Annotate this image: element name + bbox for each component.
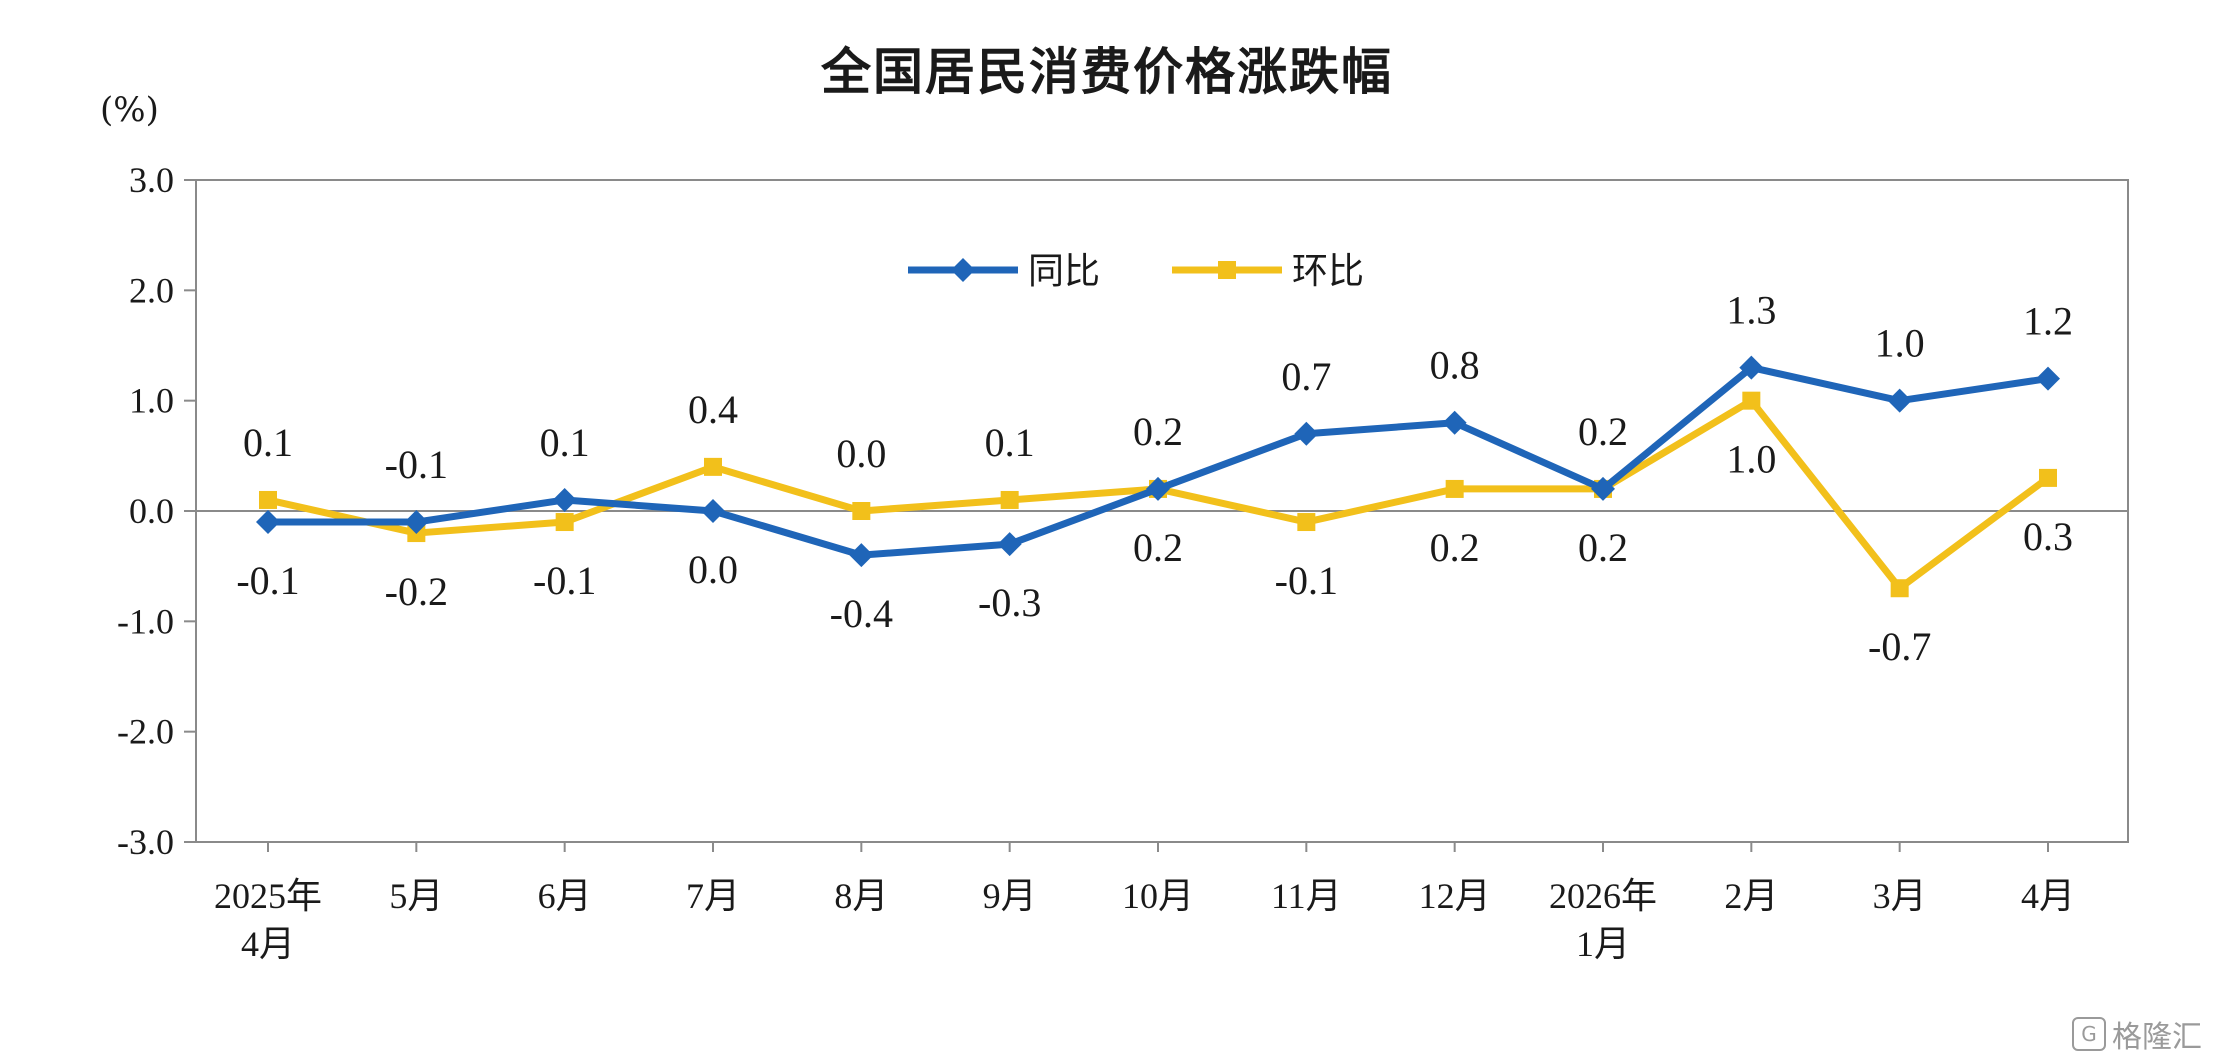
yoy-point bbox=[1294, 421, 1319, 446]
mom-point bbox=[2039, 468, 2057, 487]
y-tick-label: -3.0 bbox=[117, 822, 174, 862]
series-layer bbox=[256, 355, 2060, 598]
x-tick-label: 2025年 bbox=[214, 876, 322, 916]
y-tick-label: 1.0 bbox=[129, 381, 174, 421]
x-tick-label: 4月 bbox=[2021, 876, 2075, 916]
yoy-data-label: 0.8 bbox=[1430, 343, 1480, 388]
mom-data-label: 0.1 bbox=[985, 420, 1035, 465]
mom-data-label: -0.1 bbox=[533, 558, 596, 603]
mom-data-label: -0.2 bbox=[385, 569, 448, 614]
x-tick-label: 6月 bbox=[538, 876, 592, 916]
mom-point bbox=[1445, 479, 1464, 498]
yoy-data-label: 1.2 bbox=[2023, 299, 2073, 344]
legend-item-yoy: 同比 bbox=[908, 251, 1100, 292]
x-tick-label: 2月 bbox=[1724, 876, 1778, 916]
x-axis: 2025年 4月 5月 6月 7月 8月 9月 10月 11月 12月 2026年 1月 2月 3月 4月 bbox=[214, 842, 2075, 964]
yoy-data-label: -0.3 bbox=[978, 580, 1041, 625]
mom-point bbox=[1742, 391, 1761, 410]
watermark-text: 格隆汇 bbox=[2112, 1020, 2202, 1055]
y-tick-label: 2.0 bbox=[129, 270, 174, 310]
mom-point bbox=[1297, 513, 1316, 532]
y-tick-label: 0.0 bbox=[129, 491, 174, 531]
mom-point bbox=[1890, 579, 1909, 598]
yoy-point bbox=[1591, 476, 1615, 501]
yoy-point bbox=[1887, 388, 1912, 413]
mom-point bbox=[852, 502, 871, 520]
x-tick-label: 5月 bbox=[389, 876, 443, 916]
yoy-data-label: -0.1 bbox=[236, 558, 299, 603]
legend: 同比 环比 bbox=[908, 251, 1364, 292]
yoy-point bbox=[997, 532, 1022, 557]
legend-marker-square bbox=[1218, 261, 1236, 279]
x-tick-label: 2026年 bbox=[1549, 876, 1657, 916]
mom-data-label: 0.4 bbox=[688, 387, 738, 432]
yoy-data-label: -0.4 bbox=[830, 591, 893, 636]
x-tick-label: 11月 bbox=[1271, 876, 1342, 916]
mom-point bbox=[1000, 490, 1019, 509]
y-tick-label: -1.0 bbox=[117, 601, 174, 641]
mom-point bbox=[259, 490, 277, 509]
yoy-point bbox=[1442, 410, 1467, 435]
yoy-data-label: 0.2 bbox=[1133, 409, 1183, 454]
watermark: G 格隆汇 bbox=[2072, 1012, 2202, 1056]
yoy-data-label: 0.0 bbox=[688, 547, 738, 592]
legend-marker-diamond bbox=[951, 258, 975, 282]
yoy-data-label: 0.1 bbox=[540, 420, 590, 465]
mom-data-label: -0.7 bbox=[1868, 624, 1931, 669]
yoy-data-label: -0.1 bbox=[385, 442, 448, 487]
mom-data-label: 0.0 bbox=[836, 431, 886, 476]
x-tick-label: 4月 bbox=[241, 924, 295, 964]
watermark-logo-icon: G bbox=[2072, 1017, 2106, 1051]
yoy-data-label: 0.2 bbox=[1578, 409, 1628, 454]
yoy-point bbox=[849, 543, 874, 568]
yoy-data-label: 1.3 bbox=[1726, 288, 1776, 333]
yoy-point bbox=[552, 487, 577, 512]
x-tick-label: 9月 bbox=[983, 876, 1037, 916]
yoy-point bbox=[404, 510, 429, 535]
legend-label: 环比 bbox=[1292, 251, 1364, 292]
mom-point bbox=[555, 513, 574, 532]
yoy-point bbox=[256, 510, 280, 535]
y-tick-label: 3.0 bbox=[129, 160, 174, 200]
yoy-data-label: 0.7 bbox=[1281, 354, 1331, 399]
mom-data-label: 1.0 bbox=[1726, 437, 1776, 482]
mom-data-label: 0.3 bbox=[2023, 514, 2073, 559]
legend-label: 同比 bbox=[1028, 251, 1100, 292]
mom-data-label: 0.1 bbox=[243, 420, 293, 465]
x-tick-label: 12月 bbox=[1419, 876, 1491, 916]
x-tick-label: 3月 bbox=[1873, 876, 1927, 916]
mom-data-label: 0.2 bbox=[1578, 525, 1628, 570]
x-tick-label: 8月 bbox=[834, 876, 888, 916]
data-labels-layer: -0.1 -0.1 0.1 0.0 -0.4 -0.3 0.2 0.7 0.8 0.2 1.3 1.0… bbox=[236, 288, 2073, 670]
y-tick-label: -2.0 bbox=[117, 712, 174, 752]
yoy-point bbox=[1739, 355, 1764, 380]
mom-data-label: 0.2 bbox=[1430, 525, 1480, 570]
yoy-point bbox=[2036, 366, 2060, 391]
mom-data-label: -0.1 bbox=[1275, 558, 1338, 603]
chart-title: 全国居民消费价格涨跌幅 bbox=[821, 43, 1393, 101]
y-axis: 3.0 2.0 1.0 0.0 -1.0 -2.0 -3.0 bbox=[117, 160, 2128, 862]
x-tick-label: 10月 bbox=[1122, 876, 1194, 916]
mom-point bbox=[704, 457, 722, 476]
mom-data-label: 0.2 bbox=[1133, 525, 1183, 570]
y-axis-unit-label: (%) bbox=[100, 90, 159, 130]
yoy-point bbox=[1146, 476, 1170, 501]
legend-item-mom: 环比 bbox=[1172, 251, 1364, 292]
yoy-data-label: 1.0 bbox=[1875, 321, 1925, 366]
x-tick-label: 1月 bbox=[1576, 924, 1630, 964]
x-tick-label: 7月 bbox=[686, 876, 740, 916]
yoy-point bbox=[701, 499, 725, 523]
